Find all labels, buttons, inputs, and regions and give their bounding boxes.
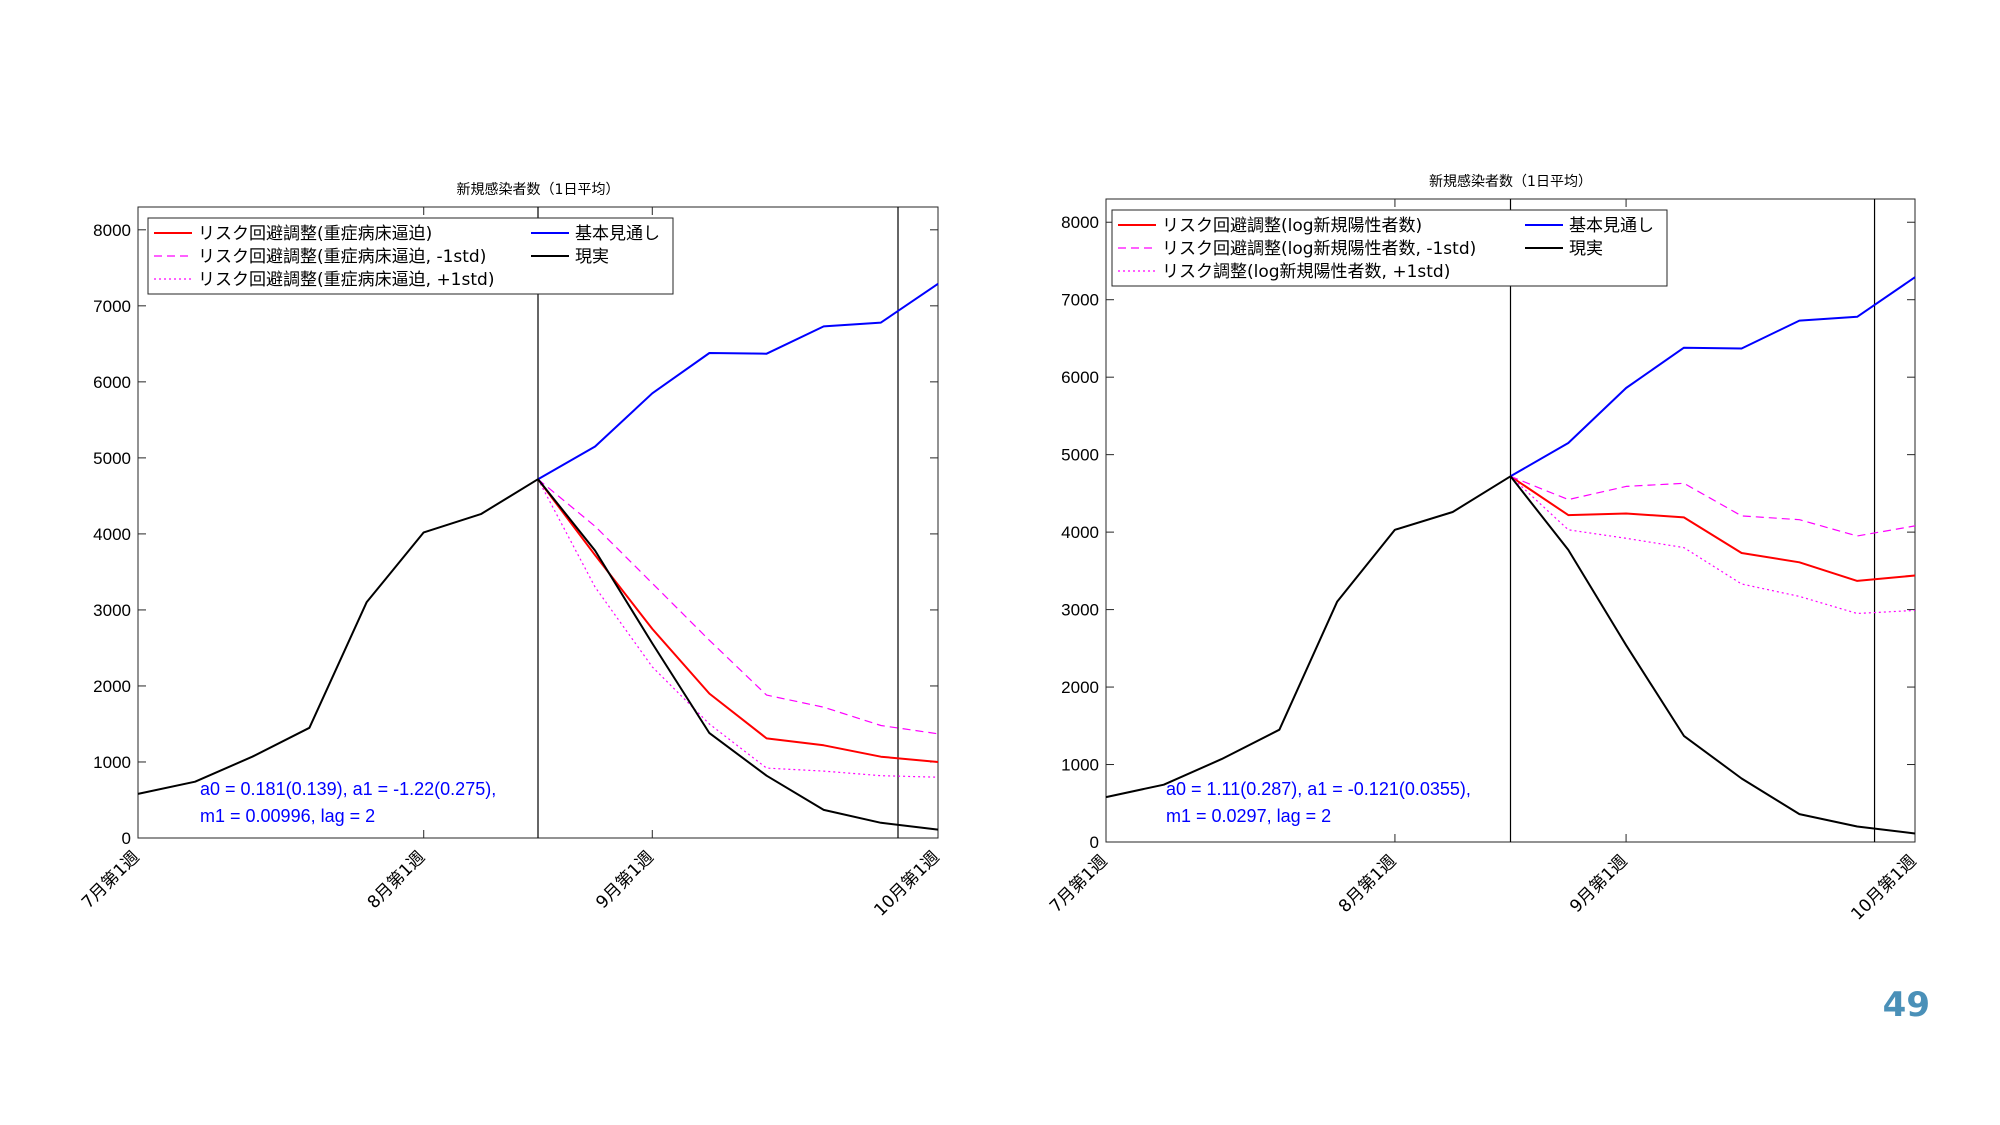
x-tick-label: 10月第1週	[1847, 851, 1920, 924]
y-tick-label: 7000	[93, 297, 131, 316]
legend-entry: 現実	[575, 247, 609, 267]
y-tick-label: 3000	[93, 601, 131, 620]
series-line-0	[537, 478, 939, 763]
y-tick-label: 2000	[93, 677, 131, 696]
y-tick-label: 0	[122, 829, 131, 848]
legend-entry: リスク回避調整(重症病床逼迫, +1std)	[198, 270, 494, 290]
x-tick-label: 10月第1週	[870, 847, 943, 920]
annotation-text: m1 = 0.00996, lag = 2	[200, 806, 375, 826]
legend-entry: 現実	[1569, 239, 1603, 259]
legend-entry: 基本見通し	[575, 224, 660, 244]
x-tick-label: 9月第1週	[592, 847, 658, 913]
series-line-3	[537, 282, 939, 481]
y-tick-label: 1000	[1061, 756, 1099, 775]
y-tick-label: 1000	[93, 753, 131, 772]
y-tick-label: 0	[1090, 833, 1099, 852]
x-tick-label: 8月第1週	[1335, 851, 1401, 917]
chart-left: 新規感染者数（1日平均） 0 1000 2000 3000 4000 5000 6000 700…	[78, 181, 944, 921]
y-tick-label: 6000	[93, 373, 131, 392]
y-tick-label: 5000	[93, 449, 131, 468]
legend-entry: リスク回避調整(重症病床逼迫)	[198, 224, 432, 244]
chart-title: 新規感染者数（1日平均）	[457, 181, 620, 198]
legend-entry: 基本見通し	[1569, 216, 1654, 236]
legend-box	[1111, 209, 1668, 287]
legend-box	[147, 217, 674, 295]
series-line-2	[537, 478, 939, 778]
legend-entry: リスク回避調整(log新規陽性者数)	[1162, 216, 1422, 236]
y-tick-label: 3000	[1061, 601, 1099, 620]
y-tick-label: 6000	[1061, 368, 1099, 387]
x-tick-label: 7月第1週	[78, 847, 144, 913]
y-tick-label: 8000	[93, 221, 131, 240]
series-line-1	[537, 478, 939, 735]
y-tick-label: 4000	[1061, 523, 1099, 542]
chart-right: 新規感染者数（1日平均） 0 1000 2000 3000 4000 5000 6000 700…	[1046, 173, 1921, 925]
series-line-1	[1510, 475, 1916, 537]
series-line-3	[1510, 276, 1916, 478]
legend-entry: リスク回避調整(重症病床逼迫, -1std)	[198, 247, 486, 267]
y-tick-label: 5000	[1061, 446, 1099, 465]
legend-entry: リスク調整(log新規陽性者数, +1std)	[1162, 262, 1450, 282]
y-tick-label: 4000	[93, 525, 131, 544]
y-tick-label: 7000	[1061, 291, 1099, 310]
x-tick-label: 9月第1週	[1566, 851, 1632, 917]
legend-entry: リスク回避調整(log新規陽性者数, -1std)	[1162, 239, 1476, 259]
series-line-2	[1510, 475, 1916, 615]
y-tick-label: 2000	[1061, 678, 1099, 697]
series-line-4	[1105, 475, 1916, 835]
y-tick-label: 8000	[1061, 213, 1099, 232]
series-line-4	[137, 478, 939, 831]
page-number: 49	[1882, 985, 1930, 1025]
chart-title: 新規感染者数（1日平均）	[1429, 173, 1592, 190]
annotation-text: a0 = 1.11(0.287), a1 = -0.121(0.0355),	[1166, 779, 1471, 799]
series-line-0	[1509, 475, 1916, 582]
x-tick-label: 8月第1週	[364, 847, 430, 913]
annotation-text: a0 = 0.181(0.139), a1 = -1.22(0.275),	[200, 779, 496, 799]
x-tick-label: 7月第1週	[1046, 851, 1112, 917]
annotation-text: m1 = 0.0297, lag = 2	[1166, 806, 1331, 826]
